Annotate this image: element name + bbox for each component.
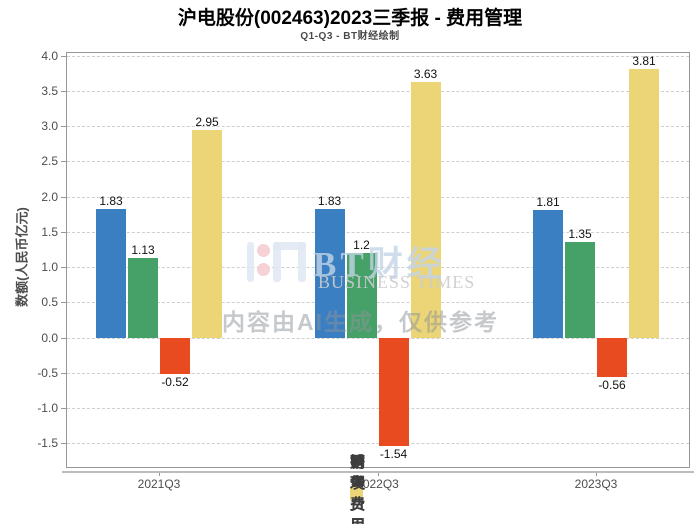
bar (128, 257, 158, 338)
bar-value-label: 1.83 (317, 193, 342, 208)
legend-swatch-icon (350, 486, 363, 500)
bar-value-label: -0.56 (598, 378, 626, 393)
bar-value-label: 3.63 (413, 66, 438, 81)
y-tick-mark (61, 55, 66, 57)
gridline (67, 443, 689, 445)
x-axis-label: 2023Q3 (574, 477, 618, 491)
bar (629, 68, 659, 338)
y-tick-mark (61, 196, 66, 198)
y-tick-label: 3.0 (41, 119, 58, 134)
x-tick-mark (596, 471, 597, 476)
y-tick-mark (61, 90, 66, 92)
y-tick-mark (61, 126, 66, 128)
bar-value-label: 1.81 (536, 194, 560, 209)
gridline (67, 126, 689, 128)
y-tick-label: 2.5 (41, 154, 58, 169)
x-tick-mark (159, 471, 160, 476)
gridline (67, 231, 689, 233)
chart-subtitle: Q1-Q3 - BT财经绘制 (300, 31, 400, 42)
y-tick-mark (61, 372, 66, 374)
bar-value-label: 1.2 (353, 237, 370, 252)
y-axis-title: 数额(人民币亿元) (14, 207, 30, 307)
y-tick-label: 4.0 (41, 48, 58, 63)
gridline (67, 196, 689, 198)
bar (533, 209, 563, 338)
y-tick-label: 1.5 (41, 224, 58, 239)
y-tick-mark (61, 337, 66, 339)
x-tick-mark (377, 471, 379, 476)
bar (192, 129, 222, 338)
y-tick-mark (61, 302, 66, 304)
x-axis-label: 2022Q3 (356, 477, 399, 491)
gridline (67, 302, 689, 304)
gridline (67, 267, 689, 269)
y-tick-label: -1.5 (37, 436, 58, 451)
bar (378, 337, 409, 447)
bar (565, 242, 595, 338)
bar-value-label: 2.95 (195, 114, 219, 129)
y-tick-label: 0.0 (41, 330, 58, 345)
y-tick-label: 0.5 (41, 295, 58, 310)
y-tick-label: -1.0 (37, 401, 58, 416)
x-axis-line (62, 471, 694, 473)
gridline (67, 90, 689, 92)
bar-value-label: 1.13 (131, 242, 155, 257)
y-tick-label: 3.5 (41, 83, 58, 98)
y-tick-mark (61, 231, 66, 233)
legend-label: 研发费用 (350, 454, 366, 524)
y-tick-label: -0.5 (37, 365, 58, 380)
legend-label: 销售费用 (350, 454, 366, 524)
gridline (67, 161, 689, 163)
x-axis-label: 2021Q3 (137, 477, 181, 491)
bar (346, 252, 377, 338)
gridline (67, 372, 689, 374)
y-tick-mark (61, 443, 66, 445)
bar-value-label: 3.81 (632, 53, 656, 68)
bar-value-label: -1.54 (379, 447, 408, 462)
bar-value-label: 1.83 (99, 193, 123, 208)
bar (597, 337, 627, 378)
bar (96, 208, 126, 338)
y-tick-mark (61, 408, 66, 410)
gridline (67, 55, 689, 57)
gridline (67, 408, 689, 410)
y-tick-mark (61, 267, 66, 269)
gridline (67, 337, 689, 339)
bar (160, 337, 190, 375)
bar (410, 81, 441, 338)
chart-title: 沪电股份(002463)2023三季报 - 费用管理 (177, 8, 523, 29)
bar (314, 208, 345, 338)
y-tick-mark (61, 161, 66, 163)
y-tick-label: 1.0 (41, 260, 58, 275)
bar-value-label: -0.52 (161, 375, 189, 390)
y-tick-label: 2.0 (41, 189, 58, 204)
bar-value-label: 1.35 (568, 227, 592, 242)
